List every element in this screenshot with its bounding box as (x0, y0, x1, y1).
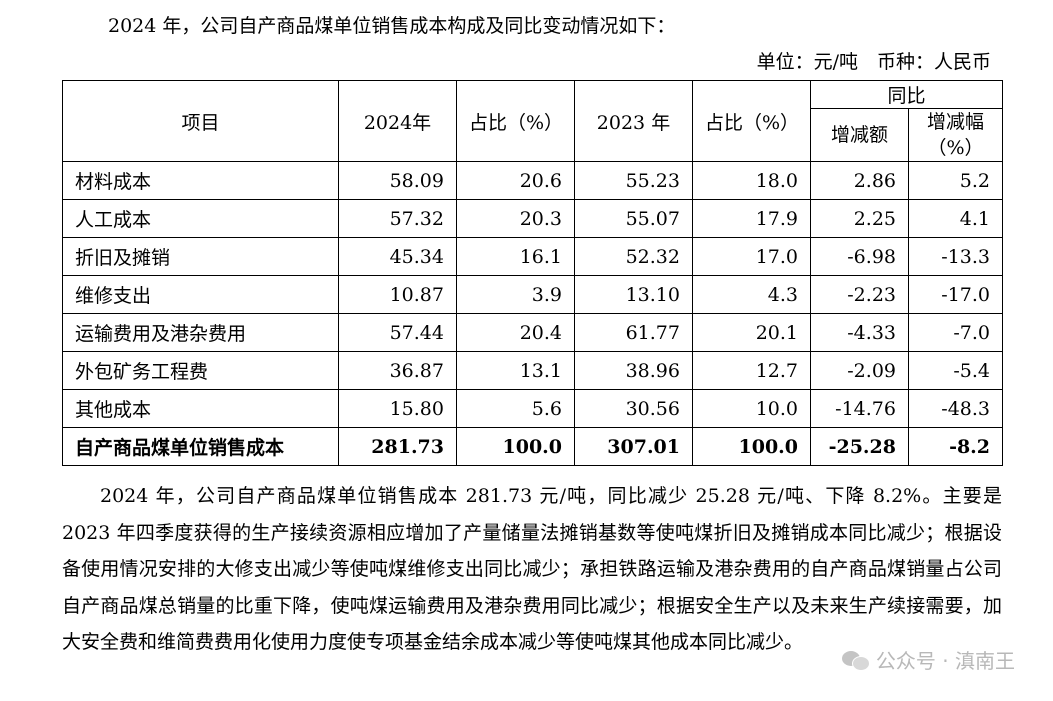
share-2023: 18.0 (692, 161, 811, 200)
table-total-row: 自产商品煤单位销售成本 281.73 100.0 307.01 100.0 -25.28-… (62, 427, 1004, 466)
change-pct: -17.0 (907, 275, 1004, 314)
table-row: 外包矿务工程费 36.87 13.1 38.96 12.7 -2.09 -5.4 (62, 351, 1004, 390)
value-2023: 30.56 (574, 389, 693, 428)
table-row: 维修支出 10.87 3.9 13.10 4.3 -2.23 -17.0 (62, 275, 1004, 314)
row-name: 其他成本 (62, 389, 339, 428)
value-2023: 52.32 (574, 237, 693, 276)
table-row: 运输费用及港杂费用 57.44 20.4 61.77 20.1 -4.33 -7.0 (62, 313, 1004, 352)
header-yoy: 同比 (809, 80, 1004, 109)
row-name: 自产商品煤单位销售成本 (62, 427, 339, 466)
row-name: 人工成本 (62, 199, 339, 238)
header-2023: 2023 年 (574, 80, 693, 162)
share-2023: 20.1 (692, 313, 811, 352)
value-2023: 307.01 (574, 427, 693, 466)
wechat-icon (841, 649, 870, 671)
watermark-text: 公众号 · 滇南王 (875, 649, 1015, 673)
share-2023: 10.0 (692, 389, 811, 428)
table-row: 材料成本 58.09 20.6 55.23 18.0 2.86 5.2 (62, 161, 1004, 200)
change-value: -4.33 (810, 313, 909, 352)
unit-note: 单位：元/吨 币种：人民币 (756, 51, 991, 73)
share-2023: 17.9 (692, 199, 811, 238)
value-2024: 57.44 (338, 313, 457, 352)
change-value: -2.09 (810, 351, 909, 390)
change-pct: -5.4 (907, 351, 1004, 390)
header-change-pct: 增减幅（%） (907, 108, 1004, 162)
share-2023: 100.0 (692, 427, 811, 466)
value-2024: 10.87 (338, 275, 457, 314)
watermark: 公众号 · 滇南王 (841, 645, 1015, 674)
share-2023: 12.7 (692, 351, 811, 390)
value-2024: 281.73 (338, 427, 457, 466)
explanation-paragraph: 2024 年，公司自产商品煤单位销售成本 281.73 元/吨，同比减少 25.… (62, 485, 1002, 653)
header-share-2023: 占比（%） (692, 80, 811, 162)
change-pct: -8.2 (907, 427, 1004, 466)
table-row: 其他成本 15.80 5.6 30.56 10.0 -14.76 -48.3 (62, 389, 1004, 428)
value-2023: 38.96 (574, 351, 693, 390)
share-2024: 20.6 (456, 161, 575, 200)
value-2024: 36.87 (338, 351, 457, 390)
change-value: -25.28 (810, 427, 909, 466)
row-name: 材料成本 (62, 161, 339, 200)
table-row: 人工成本 57.32 20.3 55.07 17.9 2.25 4.1 (62, 199, 1004, 238)
header-share-2024: 占比（%） (456, 80, 575, 162)
share-2024: 13.1 (456, 351, 575, 390)
value-2024: 58.09 (338, 161, 457, 200)
share-2024: 16.1 (456, 237, 575, 276)
change-pct: 5.2 (907, 161, 1004, 200)
header-change: 增减额 (810, 108, 909, 162)
value-2024: 15.80 (338, 389, 457, 428)
change-value: -2.23 (810, 275, 909, 314)
share-2023: 17.0 (692, 237, 811, 276)
value-2024: 45.34 (338, 237, 457, 276)
share-2024: 20.4 (456, 313, 575, 352)
share-2024: 20.3 (456, 199, 575, 238)
intro-text: 2024 年，公司自产商品煤单位销售成本构成及同比变动情况如下： (108, 15, 676, 37)
row-name: 运输费用及港杂费用 (62, 313, 339, 352)
change-value: 2.25 (810, 199, 909, 238)
header-item: 项目 (62, 80, 339, 162)
share-2023: 4.3 (692, 275, 811, 314)
table-row: 折旧及摊销 45.34 16.1 52.32 17.0 -6.98 -13.3 (62, 237, 1004, 276)
header-2024: 2024年 (338, 80, 457, 162)
share-2024: 5.6 (456, 389, 575, 428)
change-pct: 4.1 (907, 199, 1004, 238)
change-pct: -48.3 (907, 389, 1004, 428)
value-2023: 61.77 (574, 313, 693, 352)
change-pct: -13.3 (907, 237, 1004, 276)
change-pct: -7.0 (907, 313, 1004, 352)
share-2024: 3.9 (456, 275, 575, 314)
change-value: 2.86 (810, 161, 909, 200)
change-value: -6.98 (810, 237, 909, 276)
value-2023: 55.07 (574, 199, 693, 238)
row-name: 折旧及摊销 (62, 237, 339, 276)
share-2024: 100.0 (456, 427, 575, 466)
change-value: -14.76 (810, 389, 909, 428)
row-name: 外包矿务工程费 (62, 351, 339, 390)
cost-table: 项目 2024年 占比（%） 2023 年 占比（%） 同比 增减额 增减幅（%… (62, 80, 1004, 466)
value-2024: 57.32 (338, 199, 457, 238)
row-name: 维修支出 (62, 275, 339, 314)
value-2023: 13.10 (574, 275, 693, 314)
value-2023: 55.23 (574, 161, 693, 200)
